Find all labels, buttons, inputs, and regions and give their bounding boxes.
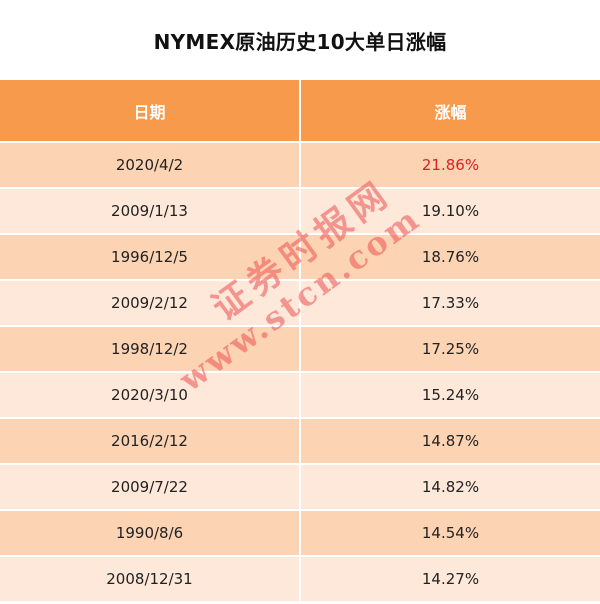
- date-cell: 2009/7/22: [0, 465, 299, 509]
- date-cell: 2020/3/10: [0, 373, 299, 417]
- date-cell: 2020/4/2: [0, 143, 299, 187]
- table-row: 2009/7/22 14.82%: [0, 465, 600, 509]
- table-row: 2008/12/31 14.27%: [0, 557, 600, 601]
- date-cell: 1996/12/5: [0, 235, 299, 279]
- change-cell: 18.76%: [301, 235, 600, 279]
- date-cell: 2009/2/12: [0, 281, 299, 325]
- table-row: 2009/1/13 19.10%: [0, 189, 600, 233]
- table-header-row: 日期 涨幅: [0, 80, 600, 141]
- change-cell: 17.25%: [301, 327, 600, 371]
- change-cell: 14.87%: [301, 419, 600, 463]
- table-row: 2020/3/10 15.24%: [0, 373, 600, 417]
- header-change: 涨幅: [301, 80, 600, 141]
- table-row: 1990/8/6 14.54%: [0, 511, 600, 555]
- date-cell: 1998/12/2: [0, 327, 299, 371]
- table-row: 2020/4/2 21.86%: [0, 143, 600, 187]
- date-cell: 1990/8/6: [0, 511, 299, 555]
- table-row: 2016/2/12 14.87%: [0, 419, 600, 463]
- table-row: 1998/12/2 17.25%: [0, 327, 600, 371]
- change-cell: 14.27%: [301, 557, 600, 601]
- change-cell: 17.33%: [301, 281, 600, 325]
- header-date: 日期: [0, 80, 299, 141]
- date-cell: 2008/12/31: [0, 557, 299, 601]
- table-row: 2009/2/12 17.33%: [0, 281, 600, 325]
- date-cell: 2016/2/12: [0, 419, 299, 463]
- change-cell: 14.82%: [301, 465, 600, 509]
- chart-title: NYMEX原油历史10大单日涨幅: [153, 30, 447, 54]
- table-body: 2020/4/2 21.86% 2009/1/13 19.10% 1996/12/5 18…: [0, 143, 600, 601]
- change-cell: 21.86%: [301, 143, 600, 187]
- change-cell: 19.10%: [301, 189, 600, 233]
- data-table: 日期 涨幅 2020/4/2 21.86% 2009/1/13 19.10% 1996/…: [0, 80, 600, 603]
- date-cell: 2009/1/13: [0, 189, 299, 233]
- change-cell: 15.24%: [301, 373, 600, 417]
- change-cell: 14.54%: [301, 511, 600, 555]
- table-row: 1996/12/5 18.76%: [0, 235, 600, 279]
